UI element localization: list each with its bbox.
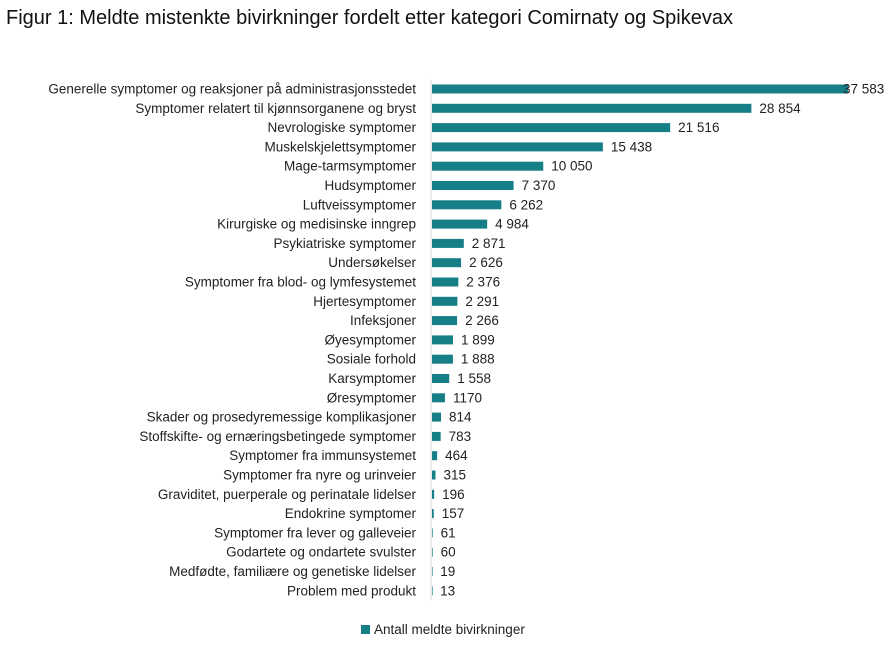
category-label: Øresymptomer xyxy=(327,390,417,405)
bar xyxy=(432,586,433,596)
category-label: Hudsymptomer xyxy=(324,178,416,193)
data-label: 2 376 xyxy=(466,275,500,290)
category-label: Hjertesymptomer xyxy=(313,294,416,309)
category-label: Stoffskifte- og ernæringsbetingede sympt… xyxy=(139,429,416,444)
data-label: 315 xyxy=(443,468,466,483)
category-label: Symptomer relatert til kjønnsorganene og… xyxy=(135,101,416,116)
category-label: Nevrologiske symptomer xyxy=(267,120,416,135)
data-label: 7 370 xyxy=(522,178,556,193)
category-label: Endokrine symptomer xyxy=(285,506,417,521)
bar xyxy=(432,142,603,152)
category-label: Symptomer fra nyre og urinveier xyxy=(223,468,416,483)
bar xyxy=(432,123,671,133)
category-label: Symptomer fra blod- og lymfesystemet xyxy=(185,275,416,290)
category-label: Sosiale forhold xyxy=(327,352,416,367)
bar xyxy=(432,238,464,248)
bar xyxy=(432,451,438,461)
data-label: 28 854 xyxy=(759,101,801,116)
data-label: 1170 xyxy=(453,390,482,405)
data-label: 783 xyxy=(449,429,472,444)
data-label: 2 626 xyxy=(469,255,503,270)
chart-title: Figur 1: Meldte mistenkte bivirkninger f… xyxy=(6,7,733,29)
category-label: Skader og prosedyremessige komplikasjone… xyxy=(147,410,417,425)
category-label: Psykiatriske symptomer xyxy=(273,236,416,251)
bar xyxy=(432,374,450,383)
data-label: 814 xyxy=(449,410,472,425)
bar xyxy=(432,528,433,538)
category-label: Kirurgiske og medisinske inngrep xyxy=(217,217,416,232)
bar xyxy=(432,567,433,576)
category-label: Luftveissymptomer xyxy=(303,197,417,212)
data-label: 37 583 xyxy=(843,82,884,97)
data-label: 157 xyxy=(442,506,465,521)
bar xyxy=(432,258,462,268)
bar xyxy=(432,316,458,326)
category-label: Symptomer fra lever og galleveier xyxy=(214,525,416,540)
legend-label: Antall meldte bivirkninger xyxy=(374,622,525,637)
category-label: Infeksjoner xyxy=(350,313,417,328)
data-label: 61 xyxy=(441,525,456,540)
category-label: Graviditet, puerperale og perinatale lid… xyxy=(158,487,417,502)
data-label: 6 262 xyxy=(509,197,543,212)
category-label: Mage-tarmsymptomer xyxy=(284,159,417,174)
category-label: Godartete og ondartete svulster xyxy=(226,545,416,560)
data-label: 1 558 xyxy=(457,371,491,386)
bar xyxy=(432,296,458,306)
data-label: 2 291 xyxy=(465,294,499,309)
data-label: 13 xyxy=(440,583,455,598)
bar xyxy=(432,103,752,113)
bar xyxy=(432,277,459,287)
bar xyxy=(432,181,514,190)
bar xyxy=(432,161,544,171)
category-label: Øyesymptomer xyxy=(324,332,416,347)
bar xyxy=(432,470,436,480)
legend-swatch xyxy=(361,625,370,634)
data-label: 1 888 xyxy=(461,352,495,367)
bar xyxy=(432,412,442,422)
data-label: 19 xyxy=(440,564,455,579)
bar xyxy=(432,354,453,364)
category-label: Undersøkelser xyxy=(328,255,416,270)
data-label: 2 266 xyxy=(465,313,499,328)
category-label: Generelle symptomer og reaksjoner på adm… xyxy=(48,82,416,97)
data-label: 10 050 xyxy=(551,159,592,174)
bar xyxy=(432,200,502,210)
bar xyxy=(432,335,454,345)
data-label: 15 438 xyxy=(611,139,652,154)
data-label: 2 871 xyxy=(472,236,506,251)
bar xyxy=(432,489,435,499)
bar xyxy=(432,84,848,94)
category-label: Karsymptomer xyxy=(328,371,416,386)
bar xyxy=(432,547,433,557)
category-label: Symptomer fra immunsystemet xyxy=(229,448,416,463)
data-label: 464 xyxy=(445,448,468,463)
bar xyxy=(432,393,445,403)
data-label: 1 899 xyxy=(461,332,495,347)
category-label: Muskelskjelettsymptomer xyxy=(264,139,416,154)
bar xyxy=(432,509,434,519)
category-label: Problem med produkt xyxy=(287,583,416,598)
data-label: 21 516 xyxy=(678,120,719,135)
bar xyxy=(432,219,488,229)
data-label: 60 xyxy=(441,545,456,560)
data-label: 196 xyxy=(442,487,465,502)
bar xyxy=(432,431,441,441)
data-label: 4 984 xyxy=(495,217,529,232)
category-label: Medfødte, familiære og genetiske lidelse… xyxy=(169,564,416,579)
